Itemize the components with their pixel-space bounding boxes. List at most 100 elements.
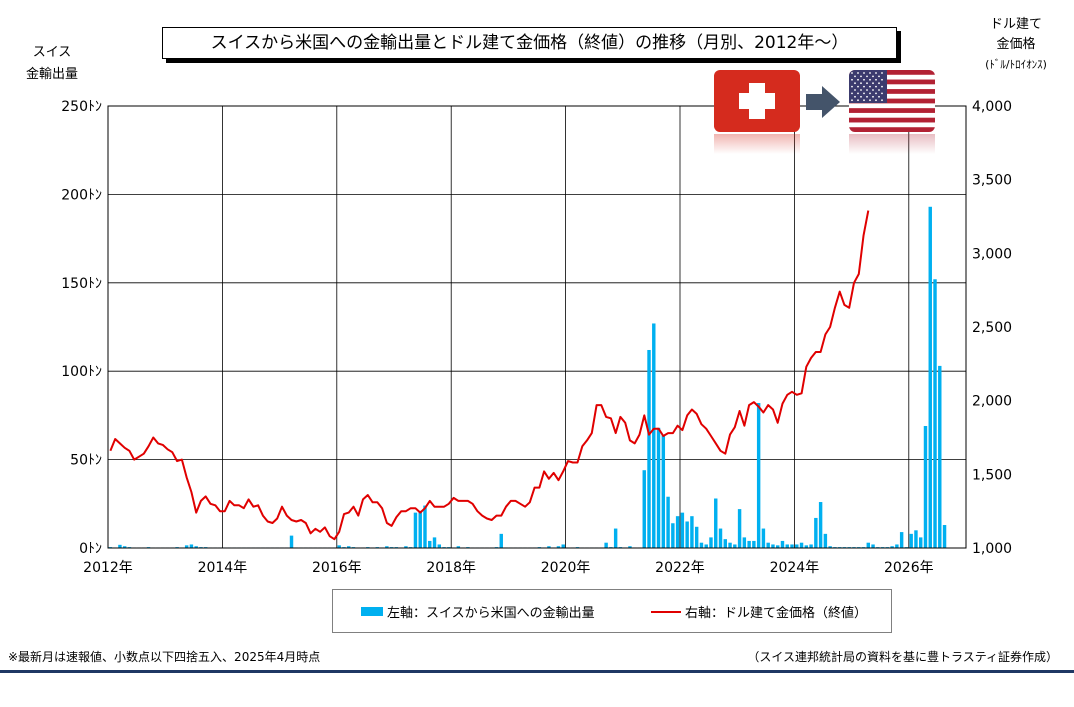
- x-tick-label: 2012年: [83, 560, 133, 576]
- export-bar: [828, 546, 832, 548]
- export-bar: [690, 516, 694, 548]
- export-bar: [499, 533, 503, 548]
- legend-bar-swatch: [361, 607, 383, 616]
- export-bar: [647, 349, 651, 548]
- export-bar: [814, 517, 818, 548]
- export-bar: [737, 509, 742, 548]
- export-bar: [423, 505, 427, 548]
- export-bar: [723, 539, 727, 548]
- export-bar: [714, 498, 718, 548]
- export-bar: [413, 512, 418, 548]
- right-tick-label: 3,500: [972, 173, 1012, 189]
- export-bar: [742, 537, 747, 548]
- right-tick-label: 1,500: [972, 467, 1012, 483]
- export-bar: [671, 523, 675, 548]
- export-bar: [456, 546, 461, 548]
- export-bar: [766, 542, 770, 548]
- export-bar: [613, 528, 618, 548]
- arrow-icon: [806, 86, 840, 118]
- export-bar: [718, 528, 723, 548]
- right-tick-label: 4,000: [972, 99, 1012, 115]
- export-bar: [914, 530, 918, 548]
- grid-lines: [107, 105, 966, 549]
- export-bar: [871, 544, 875, 548]
- export-bar: [942, 525, 947, 548]
- plot-border: [107, 105, 967, 549]
- export-bar: [818, 502, 823, 548]
- export-bar: [628, 546, 632, 548]
- switzerland-flag: [714, 70, 800, 154]
- export-bar: [785, 544, 789, 548]
- export-bar: [761, 528, 766, 548]
- export-bar: [675, 516, 680, 548]
- export-bar: [642, 470, 646, 548]
- export-bar: [289, 535, 294, 548]
- export-bar: [704, 544, 708, 548]
- export-bar: [656, 427, 661, 548]
- export-bar: [428, 540, 432, 548]
- export-bar: [771, 544, 775, 548]
- export-bar: [680, 512, 685, 548]
- export-bar: [895, 544, 899, 548]
- export-bar: [194, 546, 198, 548]
- export-bar: [909, 533, 913, 548]
- x-tick-label: 2026年: [884, 560, 934, 576]
- legend-item-export: 左軸：スイスから米国への金輸出量: [361, 602, 595, 621]
- right-tick-label: 1,000: [972, 541, 1012, 557]
- usa-flag-reflection: [849, 134, 935, 154]
- export-bar: [699, 542, 704, 548]
- export-bar: [756, 403, 761, 548]
- export-bars: [108, 206, 947, 548]
- left-tick-label: 50ﾄﾝ: [70, 453, 102, 469]
- export-bar: [652, 323, 656, 548]
- right-tick-label: 3,000: [972, 246, 1012, 262]
- export-bar: [432, 537, 437, 548]
- left-tick-label: 150ﾄﾝ: [61, 276, 102, 292]
- export-bar: [809, 544, 813, 548]
- export-bar: [661, 434, 666, 548]
- right-tick-label: 2,000: [972, 394, 1012, 410]
- export-bar: [437, 544, 441, 548]
- export-bar: [604, 542, 608, 548]
- right-axis-title: ドル建て 金価格 (ﾄﾞﾙ/ﾄﾛｲｵﾝｽ): [958, 15, 1074, 75]
- bottom-rule: [0, 670, 1074, 673]
- export-bar: [694, 526, 699, 548]
- export-bar: [776, 545, 780, 548]
- export-bar: [561, 544, 565, 548]
- export-bar: [790, 544, 794, 548]
- export-bar: [928, 206, 932, 548]
- export-bar: [556, 546, 561, 548]
- legend-line-swatch: [651, 610, 681, 613]
- left-axis-title-line1: スイス: [32, 45, 72, 60]
- legend: 左軸：スイスから米国への金輸出量 右軸：ドル建て金価格（終値）: [332, 589, 892, 633]
- x-tick-label: 2016年: [312, 560, 362, 576]
- left-axis-title: スイス 金輸出量: [12, 42, 92, 86]
- left-tick-label: 200ﾄﾝ: [61, 187, 102, 203]
- export-bar: [404, 546, 408, 548]
- x-tick-label: 2024年: [770, 560, 820, 576]
- tick-labels: 0ﾄﾝ 50ﾄﾝ 100ﾄﾝ 150ﾄﾝ 200ﾄﾝ 250ﾄﾝ 1,000 1,500 2,0…: [61, 99, 1012, 576]
- export-bar: [899, 532, 904, 548]
- export-bar: [337, 545, 341, 548]
- chart-plot: 0ﾄﾝ 50ﾄﾝ 100ﾄﾝ 150ﾄﾝ 200ﾄﾝ 250ﾄﾝ 1,000 1,500 2,0…: [61, 70, 1012, 576]
- export-bar: [780, 540, 785, 548]
- export-bar: [666, 496, 670, 548]
- export-bar: [795, 544, 799, 548]
- right-axis-title-line2: 金価格: [996, 37, 1036, 52]
- export-bar: [919, 537, 923, 548]
- export-bar: [685, 521, 689, 548]
- axes: [107, 105, 967, 549]
- footnote-latest: ※最新月は速報値、小数点以下四捨五入、2025年4月時点: [8, 650, 321, 664]
- export-bar: [866, 542, 870, 548]
- x-tick-label: 2022年: [655, 560, 705, 576]
- export-bar: [890, 546, 894, 548]
- left-axis-title-line2: 金輸出量: [25, 67, 78, 82]
- export-bar: [799, 542, 804, 548]
- export-bar: [938, 365, 942, 548]
- x-tick-label: 2018年: [426, 560, 476, 576]
- export-bar: [733, 544, 737, 548]
- export-bar: [347, 546, 351, 548]
- export-bar: [385, 546, 389, 548]
- export-bar: [184, 545, 189, 548]
- gold-price-line: [109, 210, 870, 541]
